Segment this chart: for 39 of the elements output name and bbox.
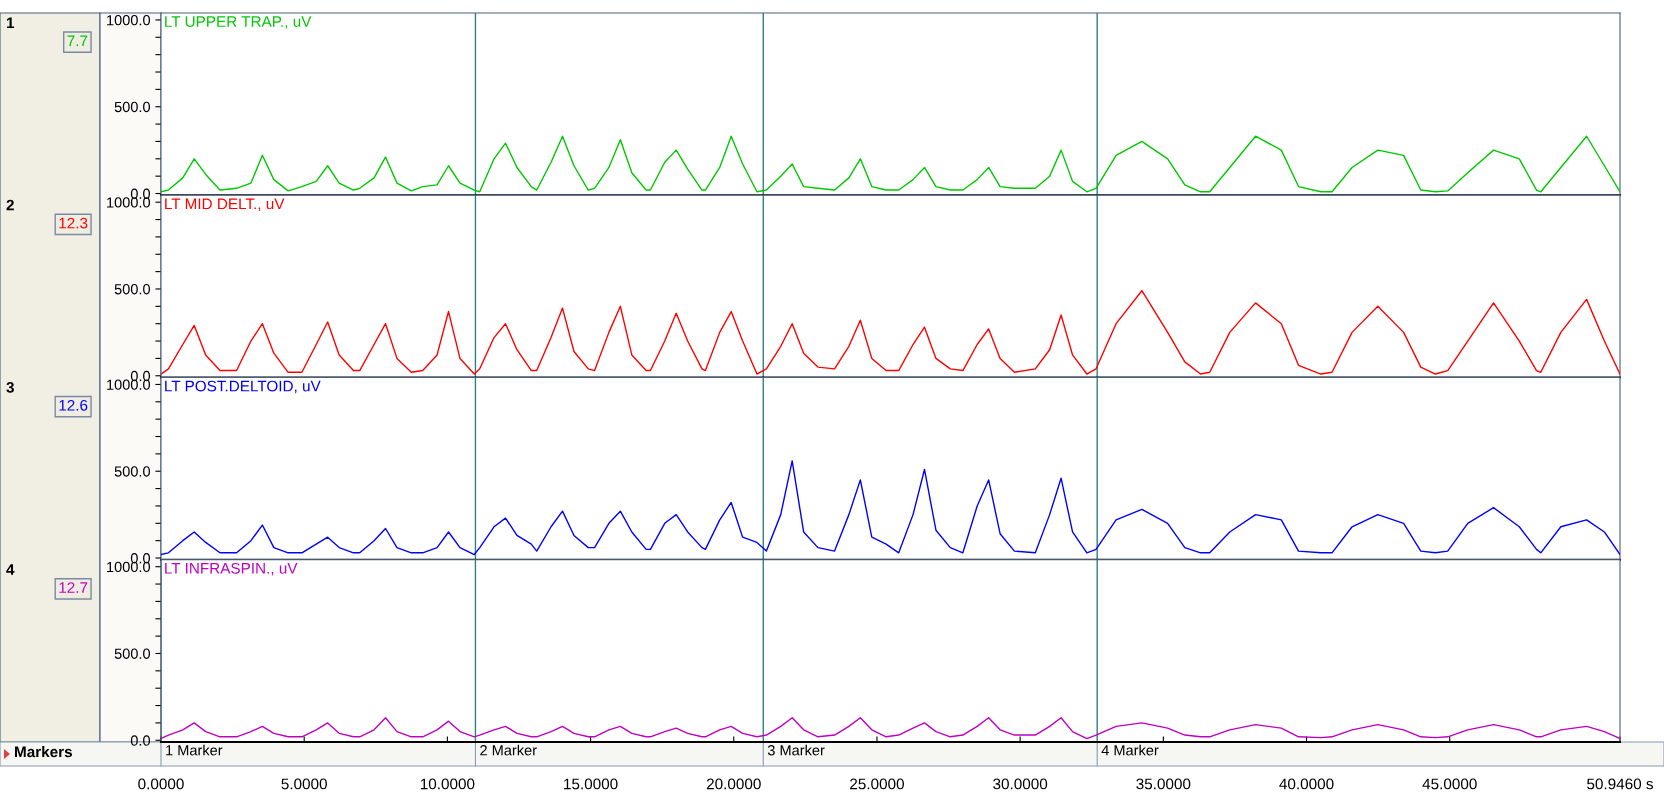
text: 4 bbox=[6, 564, 15, 575]
text: 3 bbox=[6, 381, 14, 393]
x-tick-label: 40.0000 bbox=[1279, 778, 1334, 790]
x-tick-label: 50.9460 s bbox=[1587, 778, 1654, 790]
chart-title: LT INFRASPIN., uV bbox=[165, 562, 298, 576]
text: Markers bbox=[15, 746, 72, 758]
chart-title: LT UPPER TRAP., uV bbox=[165, 16, 312, 29]
y-tick-label: 1000.0 bbox=[107, 15, 151, 26]
ref-line-label: 3 Marker bbox=[767, 744, 825, 756]
x-tick-label: 15.0000 bbox=[564, 778, 618, 790]
chart-title: LT POST.DELTOID, uV bbox=[165, 380, 321, 394]
ref-line-label: 1 Marker bbox=[166, 744, 223, 756]
x-tick-label: 20.0000 bbox=[706, 778, 761, 790]
x-tick-label: 45.0000 bbox=[1422, 778, 1477, 790]
x-tick-label: 0.0000 bbox=[138, 778, 184, 790]
y-tick-label: 0.0 bbox=[130, 188, 151, 199]
text: 12.6 bbox=[59, 399, 88, 411]
line-series bbox=[161, 717, 1620, 740]
text: 7.7 bbox=[67, 35, 88, 47]
ref-line-label: 4 Marker bbox=[1101, 744, 1159, 756]
x-tick-label: 35.0000 bbox=[1136, 778, 1191, 790]
ref-line-label: 2 Marker bbox=[480, 744, 537, 756]
text: 2 bbox=[6, 199, 14, 211]
text: 12.3 bbox=[59, 217, 88, 229]
chart-title: LT MID DELT., uV bbox=[165, 198, 285, 212]
y-tick-label: 500.0 bbox=[114, 466, 151, 477]
x-tick-label: 30.0000 bbox=[993, 778, 1048, 790]
y-tick-label: 500.0 bbox=[114, 101, 151, 113]
text: 12.7 bbox=[59, 582, 88, 593]
x-tick-label: 10.0000 bbox=[420, 778, 475, 790]
line-series bbox=[161, 290, 1620, 375]
y-tick-label: 1000.0 bbox=[107, 197, 151, 208]
line-series bbox=[161, 460, 1620, 556]
y-tick-label: 500.0 bbox=[114, 284, 151, 295]
x-tick-label: 5.0000 bbox=[281, 778, 327, 790]
y-tick-label: 500.0 bbox=[114, 648, 151, 659]
y-tick-label: 0.0 bbox=[130, 735, 151, 746]
x-tick-label: 25.0000 bbox=[850, 778, 904, 790]
text: 1 bbox=[6, 17, 15, 29]
